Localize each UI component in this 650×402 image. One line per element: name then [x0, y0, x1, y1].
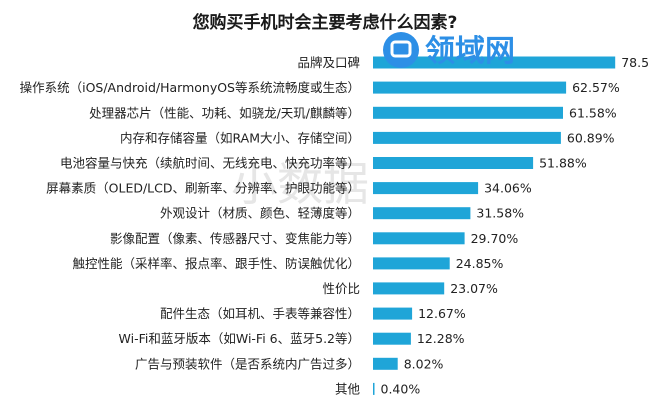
category-label: 屏幕素质（OLED/LCD、刷新率、分辨率、护眼功能等）	[46, 181, 360, 196]
value-label: 61.58%	[569, 105, 617, 120]
category-labels-group: 品牌及口碑操作系统（iOS/Android/HarmonyOS等系统流畅度或生态…	[20, 55, 361, 396]
bar	[373, 282, 445, 295]
category-label: 其他	[335, 381, 361, 396]
site-logo: 领域网	[383, 32, 515, 69]
category-label: 外观设计（材质、颜色、轻薄度等）	[160, 206, 360, 221]
bar	[373, 56, 616, 69]
value-label: 29.70%	[471, 231, 519, 246]
category-label: 操作系统（iOS/Android/HarmonyOS等系统流畅度或生态）	[20, 80, 360, 95]
bars-group	[373, 56, 616, 395]
watermark-text: 小数据	[231, 157, 369, 211]
bar	[373, 257, 450, 270]
bar	[373, 182, 479, 195]
bar	[373, 357, 398, 370]
category-label: 处理器芯片（性能、功耗、如骁龙/天玑/麒麟等）	[89, 105, 360, 120]
value-label: 23.07%	[450, 281, 498, 296]
logo-text: 领域网	[425, 34, 515, 69]
category-label: 性价比	[322, 281, 360, 296]
category-label: 电池容量与快充（续航时间、无线充电、快充功率等）	[60, 156, 360, 171]
logo-icon-glyph	[390, 40, 412, 58]
value-label: 60.89%	[567, 130, 615, 145]
category-label: 影像配置（像素、传感器尺寸、变焦能力等）	[110, 231, 360, 246]
value-label: 8.02%	[404, 356, 444, 371]
bar	[373, 207, 471, 220]
category-label: 内存和存储容量（如RAM大小、存储空间）	[120, 130, 360, 145]
category-label: 广告与预装软件（是否系统内广告过多）	[135, 356, 360, 371]
value-label: 12.67%	[418, 306, 466, 321]
value-label: 62.57%	[572, 80, 620, 95]
bar	[373, 332, 411, 345]
value-labels-group: 78.51%62.57% 61.58% 60.89% 51.88% 34.06% 31.5…	[381, 55, 650, 396]
bar	[373, 157, 534, 169]
bar	[373, 81, 567, 94]
value-label: 12.28%	[417, 331, 465, 346]
value-label: 31.58%	[476, 206, 524, 221]
category-label: Wi-Fi和蓝牙版本（如Wi-Fi 6、蓝牙5.2等）	[119, 331, 360, 346]
value-label: 34.06%	[484, 181, 532, 196]
bar	[373, 382, 375, 395]
category-label: 配件生态（如耳机、手表等兼容性）	[160, 306, 360, 321]
bar	[373, 106, 563, 119]
bar	[373, 232, 465, 245]
value-label: 51.88%	[539, 156, 587, 171]
logo-icon	[383, 32, 419, 68]
bar	[373, 307, 413, 320]
bar	[373, 131, 561, 144]
value-label: 78.51%	[621, 55, 650, 70]
category-label: 触控性能（采样率、报点率、跟手性、防误触优化）	[72, 256, 360, 271]
value-label: 24.85%	[456, 256, 504, 271]
chart-title: 您购买手机时会主要考虑什么因素?	[192, 13, 458, 33]
value-label: 0.40%	[381, 381, 421, 396]
category-label: 品牌及口碑	[297, 55, 360, 70]
